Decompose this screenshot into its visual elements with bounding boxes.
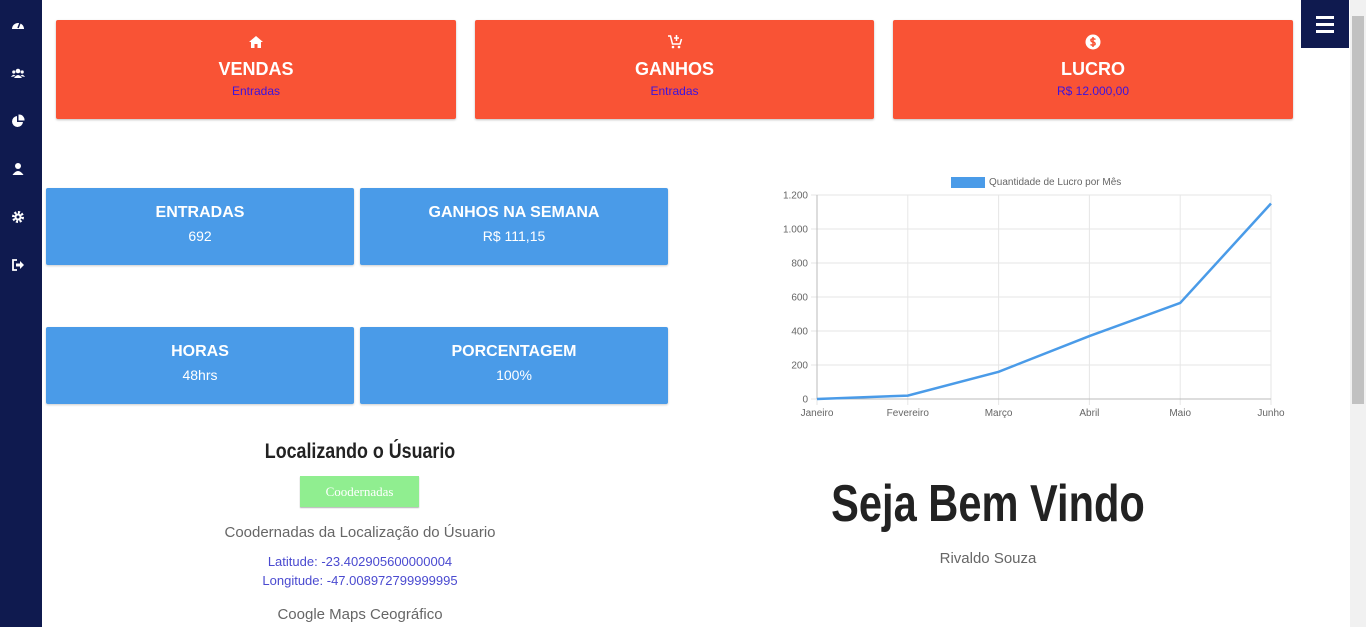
latitude: Latitude: -23.402905600000004 [267, 554, 453, 569]
chart-icon[interactable] [11, 114, 25, 128]
settings-icon[interactable] [11, 210, 25, 224]
card-title: GANHOS [634, 59, 714, 79]
card-subtitle: Entradas [231, 84, 281, 98]
stat-title: ENTRADAS [155, 204, 245, 221]
legend-label: Quantidade de Lucro por Mês [989, 177, 1121, 188]
y-tick-label: 0 [802, 395, 808, 406]
stat-value: 100% [496, 367, 532, 383]
x-tick-label: Março [985, 408, 1013, 419]
card-title: VENDAS [218, 59, 294, 79]
card-subtitle: R$ 12.000,00 [1056, 84, 1130, 98]
sales-card: VENDAS Entradas [56, 20, 456, 119]
menu-button[interactable] [1301, 0, 1349, 48]
stat-title: GANHOS NA SEMANA [428, 204, 600, 221]
stat-card: GANHOS NA SEMANA R$ 111,15 [360, 188, 668, 265]
location-title: Localizando o Úsuario [264, 440, 456, 463]
stat-card: PORCENTAGEM 100% [360, 327, 668, 404]
logout-icon[interactable] [11, 258, 25, 272]
x-tick-label: Fevereiro [887, 408, 930, 419]
y-tick-label: 600 [791, 293, 808, 304]
stat-value: 692 [188, 228, 212, 244]
y-tick-label: 800 [791, 259, 808, 270]
welcome-name: Rivaldo Souza [939, 550, 1037, 567]
sidebar [0, 0, 42, 627]
location-subtitle: Coodernadas da Localização do Úsuario [224, 524, 496, 541]
data-line [816, 202, 1272, 401]
line-chart: 0 200 400 600 800 1.000 1.200 Janeiro Fevereiro M… [783, 177, 1285, 419]
y-tick-label: 400 [791, 327, 808, 338]
stat-card: ENTRADAS 692 [46, 188, 354, 265]
coordinates-button[interactable]: Coodernadas [300, 476, 419, 507]
users-icon[interactable] [11, 66, 25, 80]
stat-value: 48hrs [182, 367, 218, 383]
stat-title: HORAS [171, 343, 229, 360]
maps-title: Coogle Maps Ceográfico [277, 606, 443, 623]
profit-card: LUCRO R$ 12.000,00 [893, 20, 1293, 119]
x-tick-label: Janeiro [801, 408, 834, 419]
dashboard-icon[interactable] [11, 18, 25, 32]
stat-value: R$ 111,15 [482, 228, 546, 244]
scroll-thumb[interactable] [1352, 16, 1364, 404]
home-icon [249, 36, 263, 48]
user-icon[interactable] [11, 162, 25, 176]
card-subtitle: Entradas [650, 84, 699, 98]
dollar-icon [1085, 34, 1101, 50]
longitude: Longitude: -47.008972799999995 [262, 573, 458, 588]
menu-icon [1316, 16, 1334, 33]
y-tick-label: 1.200 [783, 191, 808, 202]
x-tick-label: Abril [1079, 408, 1099, 419]
y-tick-label: 200 [791, 361, 808, 372]
y-tick-label: 1.000 [783, 225, 808, 236]
x-tick-label: Junho [1257, 408, 1285, 419]
scrollbar[interactable] [1350, 0, 1366, 627]
card-title: LUCRO [1061, 59, 1125, 79]
cart-icon [667, 35, 682, 49]
welcome-title: Seja Bem Vindo [831, 475, 1145, 533]
stat-card: HORAS 48hrs [46, 327, 354, 404]
stat-title: PORCENTAGEM [451, 343, 577, 360]
earnings-card: GANHOS Entradas [475, 20, 874, 119]
x-tick-label: Maio [1169, 408, 1191, 419]
legend-swatch [951, 177, 985, 188]
